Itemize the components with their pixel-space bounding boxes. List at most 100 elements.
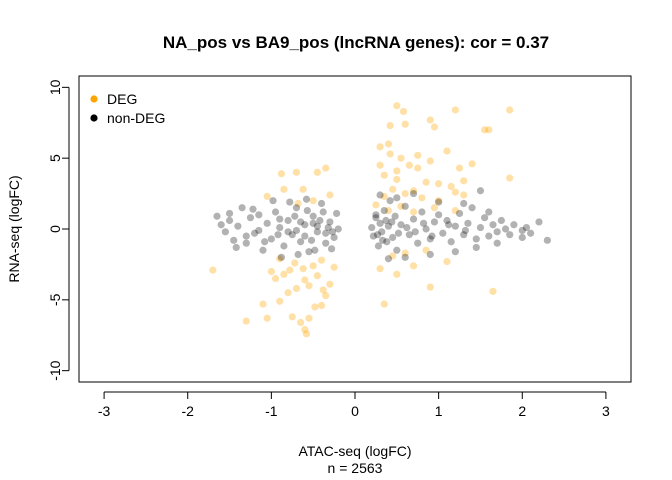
data-point-non-deg <box>303 206 311 215</box>
y-axis-label: RNA-seq (logFC) <box>6 175 22 282</box>
data-point-non-deg <box>393 194 401 202</box>
x-tick-label: 3 <box>602 403 610 419</box>
data-point-non-deg <box>301 232 309 240</box>
data-point-non-deg <box>409 189 418 198</box>
data-point-deg <box>389 252 397 260</box>
data-point-non-deg <box>246 214 255 222</box>
data-point-deg <box>297 318 305 327</box>
data-point-deg <box>380 192 388 201</box>
plot-frame <box>78 75 632 383</box>
data-point-non-deg <box>284 228 292 236</box>
data-point-non-deg <box>386 197 394 205</box>
data-point-non-deg <box>271 208 280 216</box>
data-point-non-deg <box>522 223 531 232</box>
data-point-deg <box>435 197 443 205</box>
data-point-non-deg <box>376 191 384 199</box>
data-point-deg <box>485 126 493 134</box>
y-tick-label: 5 <box>47 154 63 162</box>
data-point-non-deg <box>403 223 411 232</box>
data-point-non-deg <box>292 226 301 235</box>
data-point-deg <box>386 121 394 130</box>
data-point-deg <box>393 175 401 184</box>
data-point-non-deg <box>251 229 259 237</box>
data-point-non-deg <box>291 212 299 220</box>
data-point-non-deg <box>280 242 288 250</box>
data-point-non-deg <box>419 219 428 227</box>
data-point-non-deg <box>267 235 275 243</box>
data-point-non-deg <box>372 211 380 219</box>
data-point-non-deg <box>435 211 443 219</box>
data-point-deg <box>481 126 489 134</box>
data-point-non-deg <box>468 204 476 212</box>
data-point-non-deg <box>317 199 326 208</box>
data-point-deg <box>305 282 313 290</box>
data-point-deg <box>277 170 285 178</box>
data-point-non-deg <box>393 246 401 254</box>
data-point-deg <box>271 274 280 283</box>
data-point-non-deg <box>445 221 453 229</box>
data-point-deg <box>426 116 434 124</box>
data-point-deg <box>267 267 275 276</box>
data-point-non-deg <box>230 236 238 244</box>
data-point-non-deg <box>238 204 246 212</box>
data-point-non-deg <box>493 239 501 247</box>
chart-title: NA_pos vs BA9_pos (lncRNA genes): cor = … <box>163 33 549 52</box>
data-point-non-deg <box>309 219 317 227</box>
data-point-non-deg <box>327 245 336 253</box>
data-point-non-deg <box>217 221 225 229</box>
data-point-deg <box>276 255 284 263</box>
data-point-non-deg <box>249 205 257 213</box>
y-tick-label: 10 <box>47 79 63 95</box>
data-point-deg <box>393 270 401 278</box>
data-point-non-deg <box>388 218 396 226</box>
data-point-non-deg <box>255 226 263 235</box>
data-point-deg <box>263 192 271 201</box>
data-point-non-deg <box>333 209 341 218</box>
data-point-non-deg <box>439 229 447 237</box>
data-point-deg <box>399 107 408 116</box>
data-point-deg <box>330 263 338 271</box>
data-point-non-deg <box>242 232 250 240</box>
x-tick-label: -1 <box>265 403 278 419</box>
data-point-non-deg <box>274 231 282 239</box>
data-point-non-deg <box>301 221 309 229</box>
data-point-non-deg <box>518 226 526 235</box>
data-point-deg <box>414 151 422 159</box>
data-point-deg <box>489 287 497 295</box>
data-point-deg <box>313 168 321 176</box>
data-point-non-deg <box>384 255 393 263</box>
data-point-deg <box>299 265 307 273</box>
data-point-non-deg <box>313 222 321 230</box>
data-point-deg <box>311 303 319 311</box>
data-point-deg <box>405 161 413 169</box>
data-point-deg <box>506 174 514 182</box>
data-point-non-deg <box>543 236 551 244</box>
data-point-non-deg <box>527 229 535 237</box>
data-point-deg <box>386 150 394 158</box>
data-point-non-deg <box>330 233 338 242</box>
data-point-non-deg <box>326 218 334 226</box>
data-point-non-deg <box>411 228 419 236</box>
data-point-non-deg <box>276 223 284 232</box>
data-point-non-deg <box>269 197 277 205</box>
data-point-non-deg <box>309 212 317 220</box>
data-point-deg <box>380 300 388 308</box>
data-point-non-deg <box>435 198 443 206</box>
data-point-non-deg <box>373 231 382 239</box>
data-point-deg <box>435 180 443 188</box>
data-point-non-deg <box>485 232 493 240</box>
data-point-non-deg <box>221 228 229 236</box>
data-point-non-deg <box>286 198 294 206</box>
data-point-non-deg <box>401 202 409 210</box>
data-point-non-deg <box>405 231 413 239</box>
data-point-non-deg <box>324 223 332 232</box>
data-point-non-deg <box>518 233 526 242</box>
data-point-non-deg <box>414 239 422 247</box>
data-point-non-deg <box>430 218 439 226</box>
data-point-deg <box>376 143 384 151</box>
data-point-non-deg <box>225 216 234 225</box>
data-point-non-deg <box>497 216 505 225</box>
data-point-deg <box>263 314 271 322</box>
data-point-non-deg <box>305 248 313 256</box>
